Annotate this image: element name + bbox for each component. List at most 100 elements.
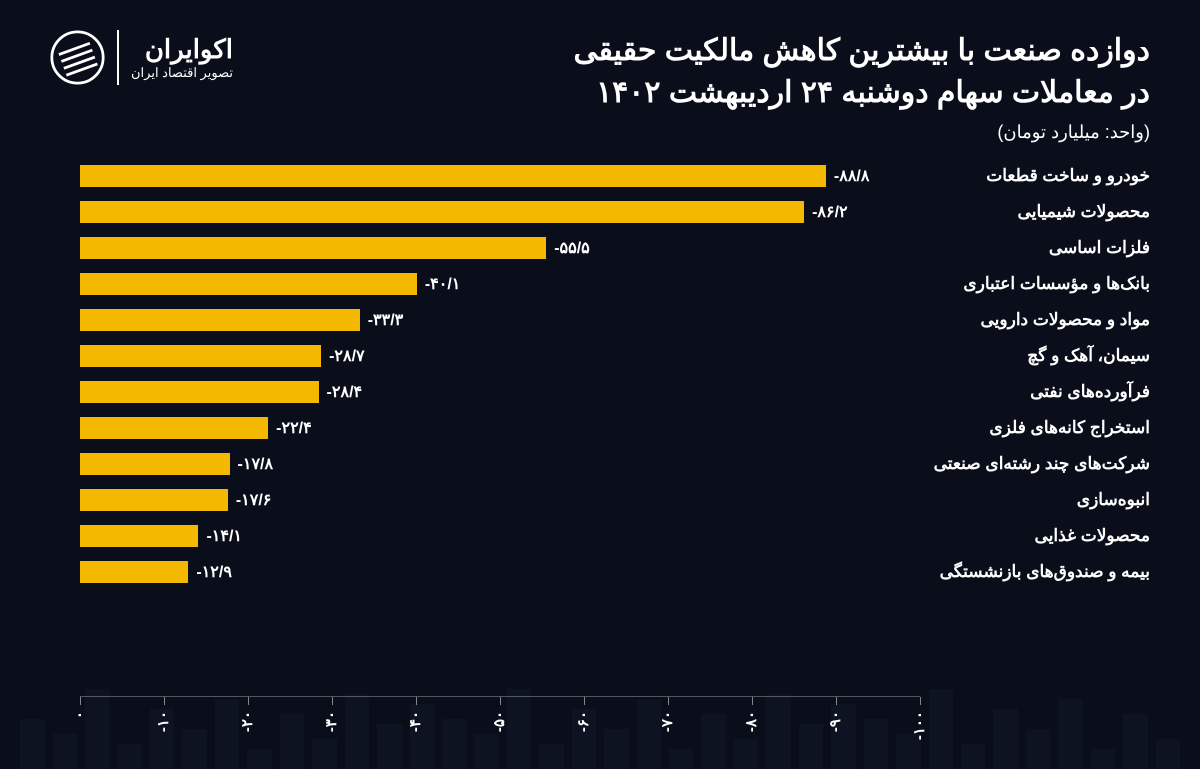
tick-label: -۶۰ <box>575 711 593 732</box>
tick-mark <box>416 697 417 705</box>
bar <box>80 201 804 223</box>
bar-track: -۲۸/۴ <box>80 381 920 403</box>
bar-track: -۱۲/۹ <box>80 561 920 583</box>
tick-mark <box>920 697 921 705</box>
axis-tick: -۹۰ <box>827 697 845 737</box>
axis-line: ۰-۱۰-۲۰-۳۰-۴۰-۵۰-۶۰-۷۰-۸۰-۹۰-۱۰۰ <box>80 696 920 697</box>
tick-label: -۵۰ <box>491 711 509 732</box>
bar <box>80 165 826 187</box>
bar-row: مواد و محصولات دارویی-۳۳/۳ <box>80 302 920 338</box>
bar-row: محصولات شیمیایی-۸۶/۲ <box>80 194 920 230</box>
bar-value-label: -۴۰/۱ <box>425 274 461 294</box>
tick-mark <box>332 697 333 705</box>
bar-value-label: -۲۸/۷ <box>329 346 365 366</box>
bar-value-label: -۳۳/۳ <box>368 310 404 330</box>
category-label: انبوه‌سازی <box>930 490 1150 510</box>
logo-name: اکوایران <box>131 34 233 65</box>
bar-track: -۳۳/۳ <box>80 309 920 331</box>
tick-mark <box>668 697 669 705</box>
title-block: دوازده صنعت با بیشترین کاهش مالکیت حقیقی… <box>573 30 1150 143</box>
bar-row: فلزات اساسی-۵۵/۵ <box>80 230 920 266</box>
category-label: سیمان، آهک و گچ <box>930 346 1150 366</box>
category-label: استخراج کانه‌های فلزی <box>930 418 1150 438</box>
bar <box>80 561 188 583</box>
bar-value-label: -۱۲/۹ <box>196 562 232 582</box>
tick-label: ۰ <box>71 711 89 719</box>
unit-label: (واحد: میلیارد تومان) <box>573 122 1150 143</box>
bar-value-label: -۱۷/۸ <box>238 454 274 474</box>
axis-tick: -۱۰ <box>155 697 173 737</box>
tick-label: -۴۰ <box>407 711 425 732</box>
bar-track: -۱۷/۶ <box>80 489 920 511</box>
bar <box>80 525 198 547</box>
bar <box>80 273 417 295</box>
tick-mark <box>752 697 753 705</box>
category-label: شرکت‌های چند رشته‌ای صنعتی <box>930 454 1150 474</box>
category-label: محصولات شیمیایی <box>930 202 1150 222</box>
title-line-2: در معاملات سهام دوشنبه ۲۴ اردیبهشت ۱۴۰۲ <box>573 72 1150 114</box>
axis-tick: ۰ <box>71 697 89 724</box>
axis-tick: -۷۰ <box>659 697 677 737</box>
bar-row: فرآورده‌های نفتی-۲۸/۴ <box>80 374 920 410</box>
bar-value-label: -۱۴/۱ <box>206 526 242 546</box>
tick-mark <box>164 697 165 705</box>
bar <box>80 237 546 259</box>
logo-subtitle: تصویر اقتصاد ایران <box>131 65 233 81</box>
tick-mark <box>248 697 249 705</box>
tick-label: -۳۰ <box>323 711 341 732</box>
tick-mark <box>836 697 837 705</box>
bar-row: استخراج کانه‌های فلزی-۲۲/۴ <box>80 410 920 446</box>
tick-label: -۱۰۰ <box>911 711 929 740</box>
x-axis: ۰ -۱۰ -۲۰ -۳۰ -۴۰ -۵۰ -۶۰ -۷۰ -۸۰ -۹۰ -۱۰۰ <box>50 696 1150 756</box>
bar-value-label: -۲۸/۴ <box>327 382 363 402</box>
tick-mark <box>584 697 585 705</box>
axis-tick: -۶۰ <box>575 697 593 737</box>
tick-label: -۹۰ <box>827 711 845 732</box>
main-container: دوازده صنعت با بیشترین کاهش مالکیت حقیقی… <box>0 0 1200 769</box>
bar <box>80 417 268 439</box>
tick-label: -۲۰ <box>239 711 257 732</box>
bar-track: -۱۴/۱ <box>80 525 920 547</box>
axis-tick: -۱۰۰ <box>911 697 929 745</box>
category-label: فرآورده‌های نفتی <box>930 382 1150 402</box>
tick-label: -۱۰ <box>155 711 173 732</box>
bar-row: محصولات غذایی-۱۴/۱ <box>80 518 920 554</box>
bar-row: خودرو و ساخت قطعات-۸۸/۸ <box>80 158 920 194</box>
bar-track: -۸۶/۲ <box>80 201 920 223</box>
bar-row: سیمان، آهک و گچ-۲۸/۷ <box>80 338 920 374</box>
bar-value-label: -۸۶/۲ <box>812 202 848 222</box>
bar-track: -۵۵/۵ <box>80 237 920 259</box>
axis-tick: -۳۰ <box>323 697 341 737</box>
bar-value-label: -۲۲/۴ <box>276 418 312 438</box>
bar-track: -۴۰/۱ <box>80 273 920 295</box>
bar-row: بانک‌ها و مؤسسات اعتباری-۴۰/۱ <box>80 266 920 302</box>
bar-row: شرکت‌های چند رشته‌ای صنعتی-۱۷/۸ <box>80 446 920 482</box>
category-label: فلزات اساسی <box>930 238 1150 258</box>
category-label: محصولات غذایی <box>930 526 1150 546</box>
bar-track: -۸۸/۸ <box>80 165 920 187</box>
tick-label: -۷۰ <box>659 711 677 732</box>
bar-value-label: -۱۷/۶ <box>236 490 272 510</box>
title-line-1: دوازده صنعت با بیشترین کاهش مالکیت حقیقی <box>573 30 1150 72</box>
logo-text: اکوایران تصویر اقتصاد ایران <box>131 34 233 81</box>
tick-mark <box>500 697 501 705</box>
bar-row: بیمه و صندوق‌های بازنشستگی-۱۲/۹ <box>80 554 920 590</box>
bar <box>80 453 230 475</box>
axis-tick: -۲۰ <box>239 697 257 737</box>
bar <box>80 309 360 331</box>
bar-value-label: -۸۸/۸ <box>834 166 870 186</box>
header: دوازده صنعت با بیشترین کاهش مالکیت حقیقی… <box>50 30 1150 143</box>
bar-value-label: -۵۵/۵ <box>554 238 590 258</box>
bar-track: -۱۷/۸ <box>80 453 920 475</box>
axis-tick: -۴۰ <box>407 697 425 737</box>
bar <box>80 345 321 367</box>
bar-track: -۲۸/۷ <box>80 345 920 367</box>
category-label: مواد و محصولات دارویی <box>930 310 1150 330</box>
axis-tick: -۸۰ <box>743 697 761 737</box>
tick-mark <box>80 697 81 705</box>
bar-row: انبوه‌سازی-۱۷/۶ <box>80 482 920 518</box>
logo: اکوایران تصویر اقتصاد ایران <box>50 30 233 85</box>
ecoiran-logo-icon <box>50 30 105 85</box>
axis-tick: -۵۰ <box>491 697 509 737</box>
category-label: بانک‌ها و مؤسسات اعتباری <box>930 274 1150 294</box>
